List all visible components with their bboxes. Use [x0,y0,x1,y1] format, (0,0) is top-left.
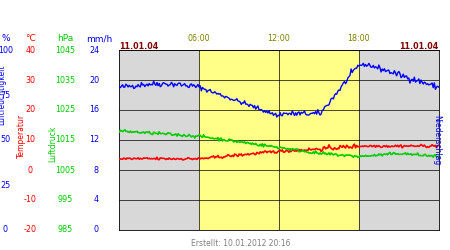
Text: 20: 20 [25,106,35,114]
Text: 18:00: 18:00 [347,34,370,43]
Text: Erstellt: 10.01.2012 20:16: Erstellt: 10.01.2012 20:16 [191,238,290,248]
Text: 1025: 1025 [55,106,76,114]
Text: 20: 20 [89,76,99,84]
Text: 1005: 1005 [55,166,75,174]
Text: 10: 10 [25,136,35,144]
Text: 24: 24 [89,46,99,54]
Text: %: % [1,34,10,43]
Text: hPa: hPa [57,34,73,43]
Text: 0: 0 [3,226,8,234]
Text: 11.01.04: 11.01.04 [119,42,158,51]
Text: Luftdruck: Luftdruck [49,126,58,162]
Text: -20: -20 [24,226,36,234]
Text: 1035: 1035 [55,76,75,84]
Text: 40: 40 [25,46,35,54]
Text: -10: -10 [24,196,36,204]
Bar [199,50,359,230]
Text: 12: 12 [89,136,99,144]
Text: Niederschlag: Niederschlag [432,115,441,165]
Text: mm/h: mm/h [86,34,112,43]
Text: 50: 50 [0,136,10,144]
Text: 4: 4 [94,196,99,204]
Text: 75: 75 [0,90,10,100]
Text: 12:00: 12:00 [268,34,290,43]
Text: 100: 100 [0,46,13,54]
Text: 985: 985 [58,226,73,234]
Text: 11.01.04: 11.01.04 [400,42,439,51]
Text: Luftfeuchtigkeit: Luftfeuchtigkeit [0,65,6,125]
Text: 0: 0 [27,166,33,174]
Text: 8: 8 [94,166,99,174]
Text: 25: 25 [0,180,10,190]
Text: 995: 995 [58,196,73,204]
Text: 1045: 1045 [55,46,75,54]
Text: Temperatur: Temperatur [17,114,26,158]
Text: 16: 16 [89,106,99,114]
Text: 06:00: 06:00 [188,34,211,43]
Text: °C: °C [25,34,36,43]
Text: 0: 0 [94,226,99,234]
Text: 1015: 1015 [55,136,75,144]
Text: 30: 30 [25,76,35,84]
